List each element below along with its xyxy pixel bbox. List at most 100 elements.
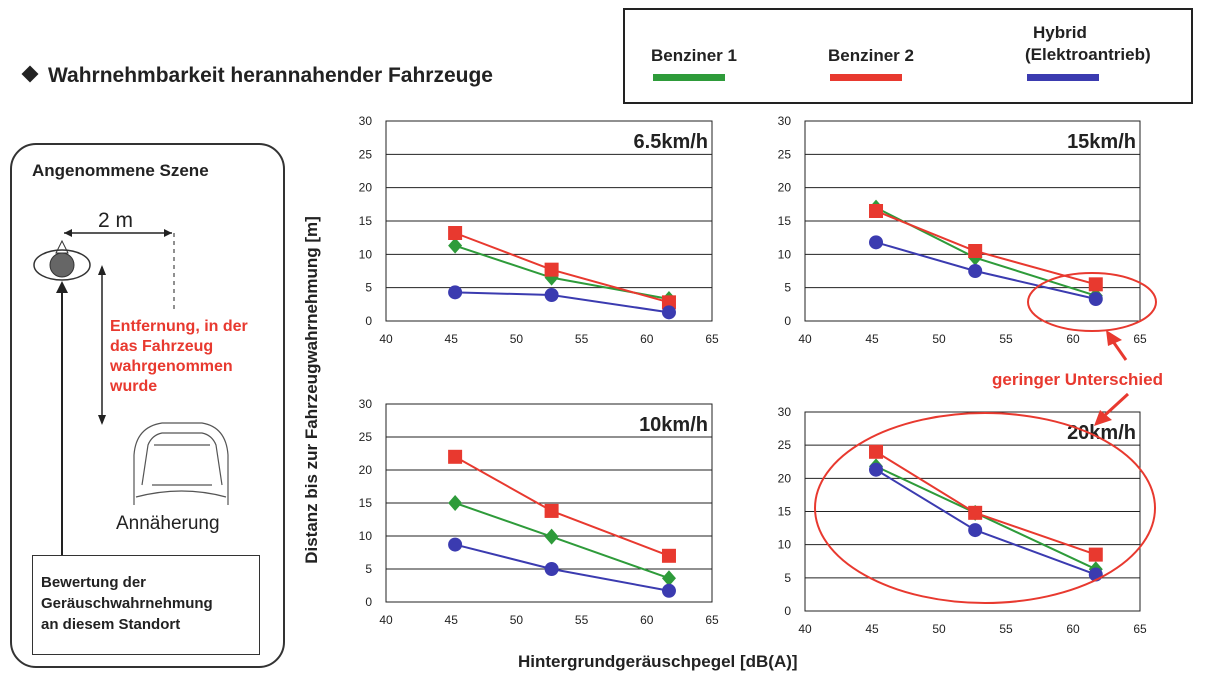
series-line [875, 450, 1097, 556]
y-tick-label: 25 [359, 430, 373, 444]
data-point [968, 523, 983, 538]
plot-frame [804, 120, 1141, 322]
chart-panel: 0 5 10 15 20 25 30 40 45 50 55 60 65 10km/h [359, 397, 719, 627]
y-tick-label: 30 [778, 114, 792, 128]
text-line: das Fahrzeug [110, 338, 214, 355]
legend-item-hybrid: Hybrid (Elektroantrieb) [1025, 22, 1151, 81]
car-icon [133, 422, 229, 505]
x-tick-label: 45 [445, 613, 459, 627]
x-tick-label: 55 [999, 622, 1013, 636]
data-point [448, 537, 463, 552]
data-point [544, 562, 559, 576]
y-tick-label: 5 [365, 281, 372, 295]
data-point [448, 237, 463, 254]
chart-panel: 0 5 10 15 20 25 30 40 45 50 55 60 65 6.5km/h [359, 114, 719, 346]
x-tick-label: 45 [445, 332, 459, 346]
plot-frame [804, 411, 1141, 612]
x-tick-label: 55 [999, 332, 1013, 346]
y-tick-label: 15 [778, 505, 792, 519]
x-tick-label: 45 [865, 332, 879, 346]
data-point [968, 505, 983, 520]
y-tick-label: 20 [778, 471, 792, 485]
data-point [661, 295, 676, 310]
highlight-ellipse [1027, 272, 1157, 332]
page-title-text: Wahrnehmbarkeit herannahender Fahrzeuge [48, 64, 493, 87]
series-line [455, 291, 670, 314]
legend-swatch [1027, 74, 1099, 81]
y-tick-label: 0 [365, 595, 372, 609]
legend-item-benziner-2: Benziner 2 [828, 46, 914, 81]
x-tick-label: 40 [379, 613, 393, 627]
y-tick-label: 10 [778, 247, 792, 261]
x-tick-label: 55 [575, 613, 589, 627]
x-tick-label: 50 [510, 332, 524, 346]
y-tick-label: 25 [778, 147, 792, 161]
x-tick-label: 50 [932, 332, 946, 346]
x-tick-label: 40 [379, 332, 393, 346]
data-point [544, 262, 559, 277]
y-tick-label: 10 [778, 538, 792, 552]
data-point [448, 226, 463, 240]
plot-frame [385, 120, 713, 322]
scene-evaluation-box: Bewertung der Geräuschwahrnehmung an die… [32, 555, 260, 655]
y-tick-label: 15 [359, 496, 373, 510]
data-point [968, 264, 983, 278]
y-tick-label: 5 [365, 562, 372, 576]
data-point [448, 495, 463, 511]
annotation-arrowhead [1106, 330, 1122, 346]
x-tick-label: 55 [575, 332, 589, 346]
data-point [661, 570, 676, 587]
y-tick-label: 0 [784, 314, 791, 328]
y-tick-label: 25 [359, 147, 373, 161]
data-point [544, 288, 559, 302]
data-point [1088, 292, 1103, 306]
y-tick-label: 10 [359, 529, 373, 543]
y-tick-label: 5 [784, 281, 791, 295]
x-tick-label: 65 [1133, 622, 1147, 636]
y-tick-label: 15 [778, 214, 792, 228]
data-point [448, 449, 463, 464]
legend-swatch [653, 74, 725, 81]
series-line [875, 468, 1097, 576]
text-line: Entfernung, in der [110, 318, 248, 335]
scene-panel: Angenommene Szene 2 m Entfernung, in der… [10, 143, 285, 668]
page-title: Wahrnehmbarkeit herannahender Fahrzeuge [21, 64, 493, 88]
legend-item-benziner-1: Benziner 1 [651, 46, 737, 81]
data-point [544, 503, 559, 518]
x-tick-label: 65 [705, 613, 719, 627]
scene-distance-label: 2 m [98, 209, 134, 232]
y-tick-label: 0 [784, 604, 791, 618]
chart-panel: 0 5 10 15 20 25 30 40 45 50 55 60 65 20km/h [778, 405, 1147, 636]
data-point [869, 462, 884, 477]
data-point [661, 305, 676, 320]
data-point [869, 235, 884, 250]
scene-distance-description: Entfernung, in der das Fahrzeug wahrgeno… [110, 317, 280, 397]
annotation-arrow [1110, 339, 1128, 361]
chart-panel: 0 5 10 15 20 25 30 40 45 50 55 60 65 15km/h [778, 114, 1147, 346]
legend-swatch [830, 74, 902, 81]
x-tick-label: 65 [1133, 332, 1147, 346]
highlight-ellipse [814, 412, 1156, 604]
chart-title: 15km/h [1067, 131, 1136, 153]
x-axis-label: Hintergrundgeräuschpegel [dB(A)] [518, 652, 798, 671]
data-point [448, 285, 463, 300]
text-line: wahrgenommen [110, 358, 233, 375]
text-line: an diesem Standort [41, 616, 181, 633]
y-tick-label: 20 [359, 463, 373, 477]
x-tick-label: 40 [798, 622, 812, 636]
data-point [661, 583, 676, 598]
plot-frame [385, 403, 713, 603]
chart-title: 20km/h [1067, 422, 1136, 444]
legend-label: Benziner 2 [828, 46, 914, 65]
scene-title: Angenommene Szene [32, 161, 209, 180]
legend-label: Hybrid [1033, 23, 1087, 42]
x-tick-label: 60 [640, 613, 654, 627]
y-tick-label: 5 [784, 571, 791, 585]
legend-label: (Elektroantrieb) [1025, 45, 1151, 64]
data-point [544, 528, 559, 545]
y-tick-label: 30 [359, 114, 373, 128]
y-tick-label: 25 [778, 438, 792, 452]
x-tick-label: 50 [932, 622, 946, 636]
series-line [875, 465, 1097, 571]
